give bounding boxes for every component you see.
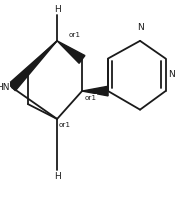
Polygon shape <box>8 41 57 91</box>
Text: H: H <box>54 173 60 181</box>
Text: HN: HN <box>0 83 10 92</box>
Text: H: H <box>54 5 60 14</box>
Text: N: N <box>168 70 175 79</box>
Text: or1: or1 <box>59 123 71 128</box>
Polygon shape <box>57 41 85 63</box>
Text: or1: or1 <box>69 32 81 38</box>
Text: N: N <box>137 23 143 32</box>
Text: or1: or1 <box>85 95 97 101</box>
Polygon shape <box>82 86 108 96</box>
